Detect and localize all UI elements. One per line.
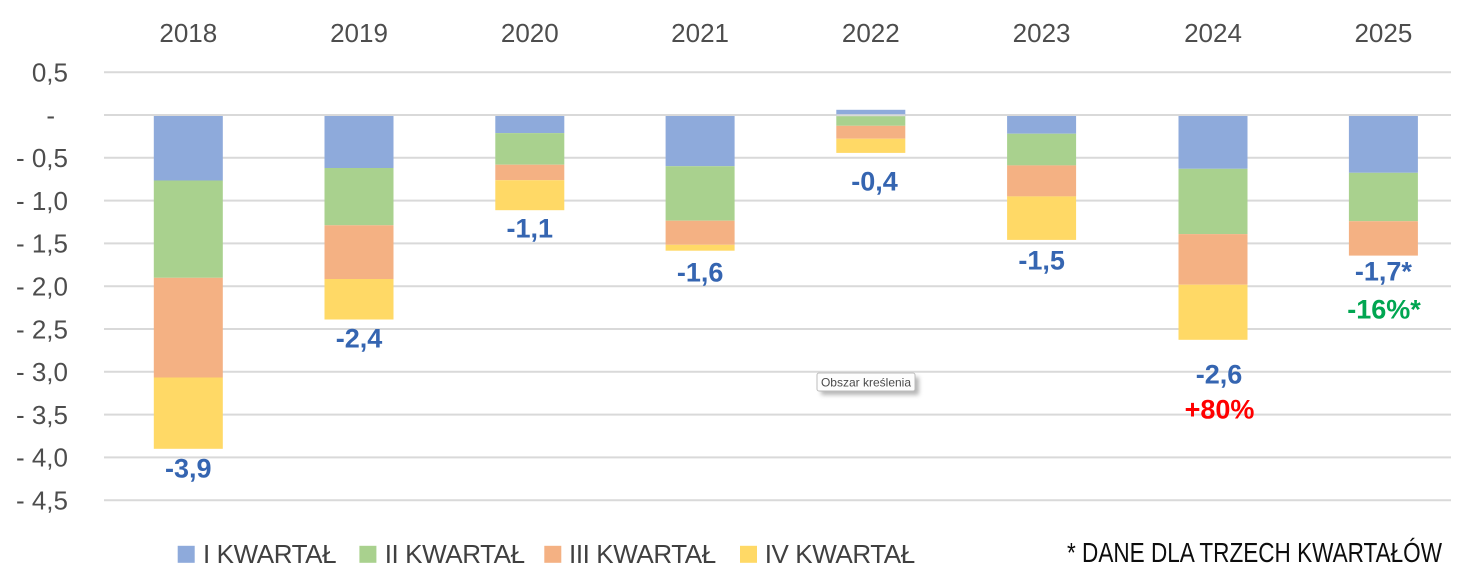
svg-text:2021: 2021 — [671, 18, 729, 48]
svg-text:I KWARTAŁ: I KWARTAŁ — [203, 539, 336, 569]
svg-text:-: - — [46, 100, 55, 130]
svg-text:-3,9: -3,9 — [165, 453, 212, 483]
svg-text:2023: 2023 — [1013, 18, 1071, 48]
svg-text:IV KWARTAŁ: IV KWARTAŁ — [765, 539, 915, 569]
svg-text:Obszar kreślenia: Obszar kreślenia — [821, 376, 911, 390]
svg-text:2025: 2025 — [1354, 18, 1412, 48]
svg-text:- 2,0: - 2,0 — [16, 272, 68, 302]
svg-text:- 4,5: - 4,5 — [16, 486, 68, 516]
svg-text:+80%: +80% — [1185, 394, 1255, 424]
svg-text:-1,1: -1,1 — [507, 213, 554, 243]
svg-text:* DANE DLA TRZECH KWARTAŁÓW: * DANE DLA TRZECH KWARTAŁÓW — [1067, 537, 1442, 568]
svg-text:-2,4: -2,4 — [336, 323, 383, 353]
svg-text:II KWARTAŁ: II KWARTAŁ — [385, 539, 525, 569]
svg-text:- 3,0: - 3,0 — [16, 357, 68, 387]
svg-text:- 1,0: - 1,0 — [16, 186, 68, 216]
svg-text:- 3,5: - 3,5 — [16, 400, 68, 430]
svg-text:-16%*: -16%* — [1347, 294, 1421, 324]
svg-text:III KWARTAŁ: III KWARTAŁ — [569, 539, 716, 569]
svg-text:2024: 2024 — [1184, 18, 1242, 48]
svg-text:-0,4: -0,4 — [851, 166, 898, 196]
svg-text:- 1,5: - 1,5 — [16, 229, 68, 259]
svg-text:- 4,0: - 4,0 — [16, 443, 68, 473]
svg-text:-1,5: -1,5 — [1018, 245, 1065, 275]
svg-text:0,5: 0,5 — [32, 58, 68, 88]
svg-text:2018: 2018 — [159, 18, 217, 48]
svg-text:-2,6: -2,6 — [1196, 359, 1243, 389]
svg-text:-1,6: -1,6 — [677, 257, 724, 287]
svg-text:-1,7*: -1,7* — [1355, 256, 1413, 286]
svg-text:- 2,5: - 2,5 — [16, 314, 68, 344]
svg-text:2022: 2022 — [842, 18, 900, 48]
svg-text:2019: 2019 — [330, 18, 388, 48]
svg-text:- 0,5: - 0,5 — [16, 143, 68, 173]
svg-text:2020: 2020 — [501, 18, 559, 48]
